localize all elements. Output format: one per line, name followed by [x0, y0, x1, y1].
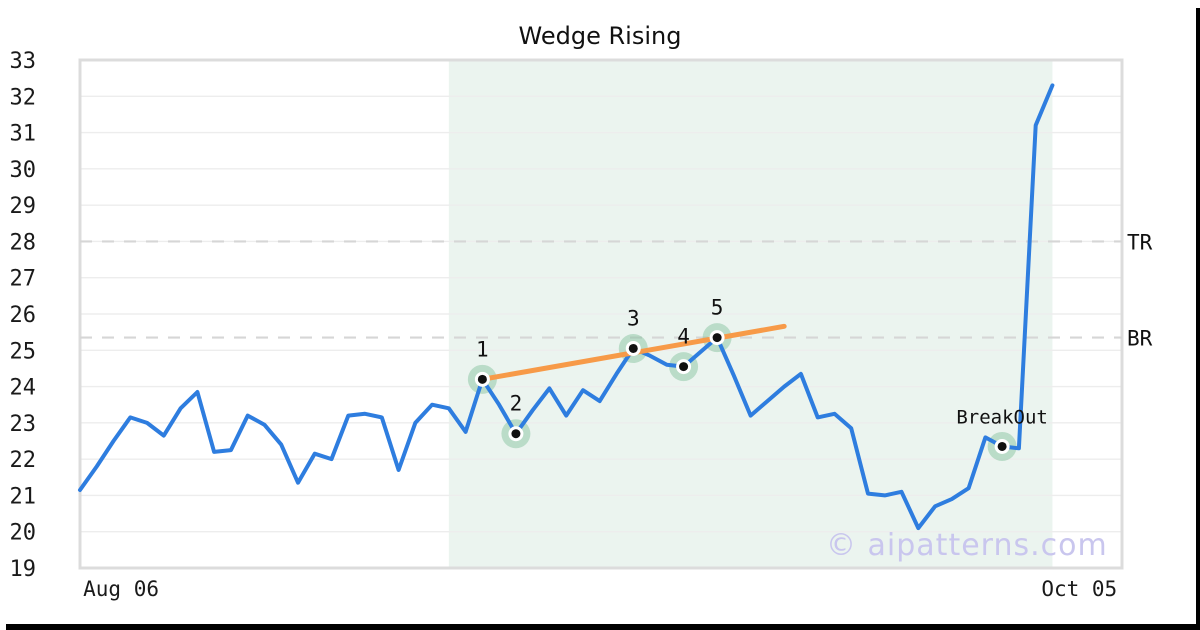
pattern-point-dot [997, 441, 1007, 451]
pattern-point-label-4: 4 [677, 325, 690, 349]
y-tick-label: 23 [10, 412, 37, 437]
watermark: © aipatterns.com [826, 528, 1108, 563]
frame-shadow-bottom [6, 624, 1200, 630]
y-tick-label: 24 [10, 376, 37, 401]
pattern-point-dot [628, 343, 638, 353]
y-tick-label: 25 [10, 339, 37, 364]
y-tick-label: 27 [10, 267, 37, 292]
frame-shadow-right [1196, 8, 1200, 630]
y-tick-label: 28 [10, 230, 37, 255]
y-tick-label: 29 [10, 194, 37, 219]
pattern-point-label-3: 3 [627, 306, 640, 330]
y-tick-label: 26 [10, 303, 37, 328]
y-tick-label: 31 [10, 122, 37, 147]
y-tick-label: 20 [10, 521, 37, 546]
y-tick-label: 21 [10, 484, 37, 509]
pattern-point-label-1: 1 [476, 337, 489, 361]
plot-border [78, 58, 1124, 570]
pattern-point-dot [477, 374, 487, 384]
pattern-point-label-breakout: BreakOut [956, 406, 1048, 428]
pattern-point-dot [511, 429, 521, 439]
price-line [78, 83, 1055, 531]
y-tick-label: 22 [10, 448, 37, 473]
level-label-tr: TR [1127, 230, 1153, 254]
pattern-point-dot [679, 362, 689, 372]
y-tick-label: 30 [10, 158, 37, 183]
pattern-point-label-5: 5 [711, 296, 724, 320]
y-tick-label: 19 [10, 557, 37, 582]
chart-title: Wedge Rising [518, 22, 682, 50]
x-tick-label: Aug 06 [83, 577, 159, 601]
pattern-point-dot [712, 333, 722, 343]
x-tick-label: Oct 05 [1041, 577, 1117, 601]
level-label-br: BR [1127, 327, 1153, 351]
pattern-point-label-2: 2 [510, 392, 523, 416]
y-tick-label: 33 [10, 49, 37, 74]
y-tick-label: 32 [10, 85, 37, 110]
